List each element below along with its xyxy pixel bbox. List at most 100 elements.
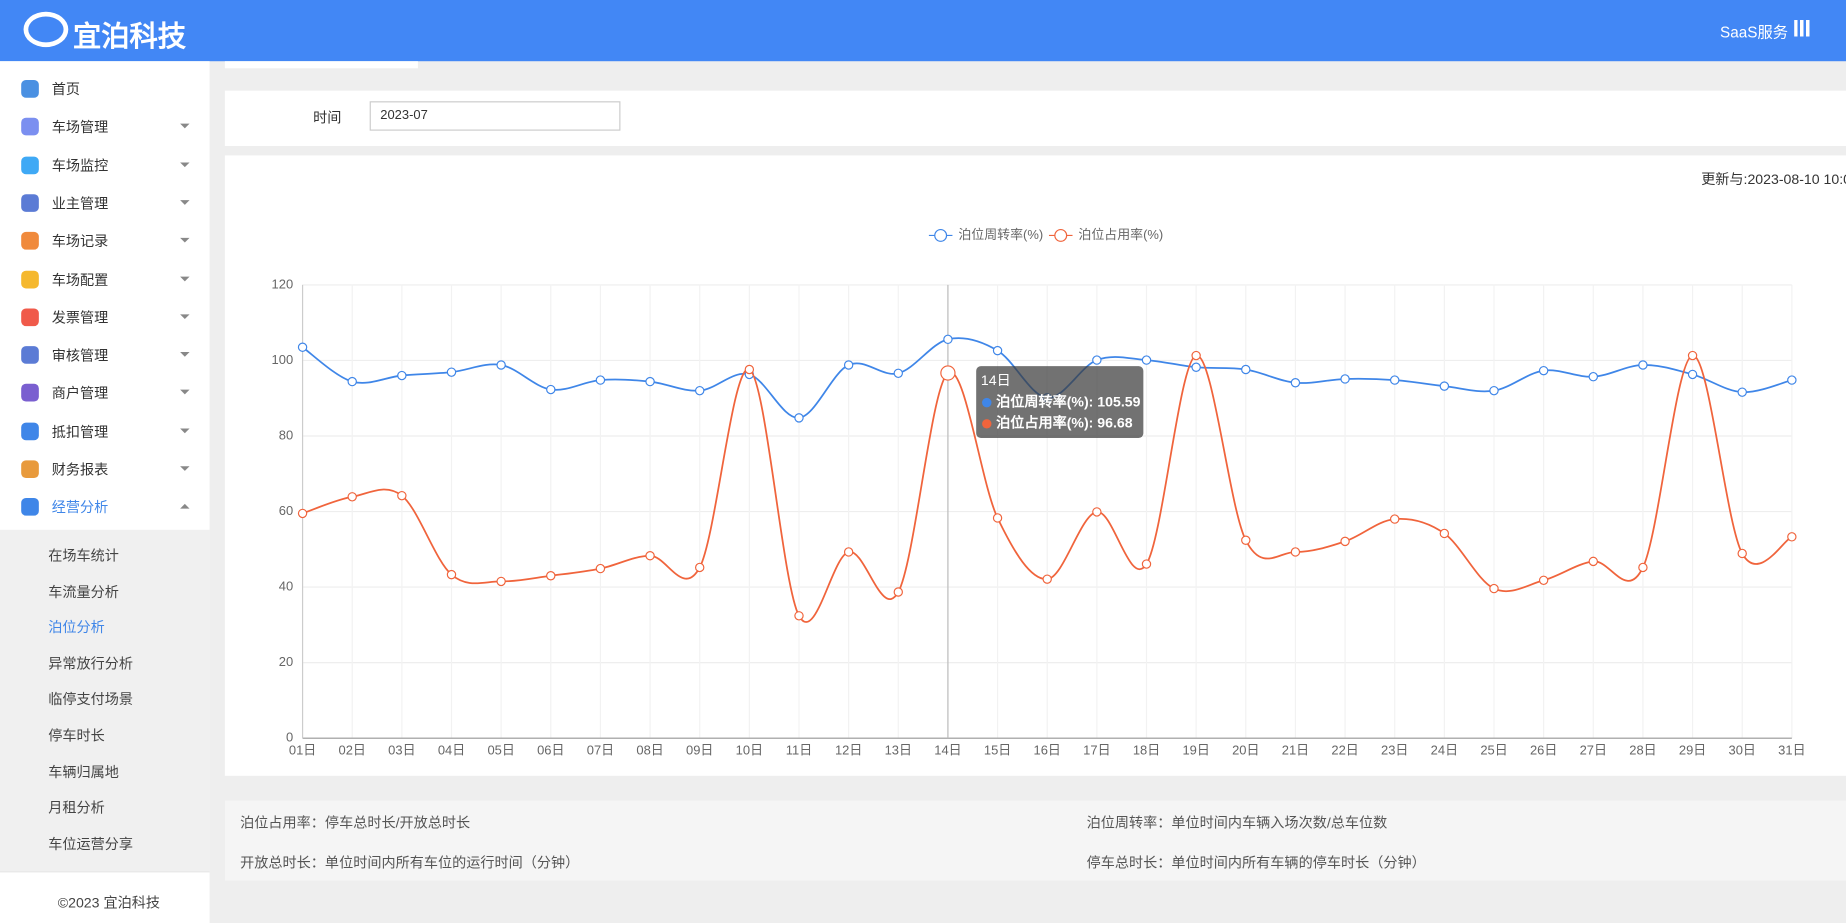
data-point: [1439, 528, 1450, 539]
menu-icon: [21, 270, 39, 288]
data-point: [1042, 574, 1052, 584]
data-point: [1290, 547, 1301, 557]
note: 泊位周转率：单位时间内车辆入场次数/总车位数: [1086, 814, 1388, 832]
menu-arrow: [180, 352, 190, 357]
data-point: [1787, 532, 1797, 542]
menu-icon: [21, 498, 39, 517]
data-point: [1588, 371, 1598, 382]
x-tick-label: 23日: [1381, 743, 1408, 758]
menu-item[interactable]: 车场配置: [51, 271, 109, 288]
note: 开放总时长：单位时间内所有车位的运行时间（分钟）: [240, 854, 580, 872]
submenu-item[interactable]: 车辆归属地: [48, 763, 119, 781]
submenu-item[interactable]: 泊位分析: [48, 619, 105, 636]
x-tick-label: 19日: [1182, 743, 1209, 758]
menu-icon: [21, 346, 39, 364]
data-point: [496, 576, 506, 587]
data-point: [1290, 378, 1301, 388]
data-point: [1439, 381, 1450, 391]
data-point: [496, 360, 506, 370]
apps-icon[interactable]: [1794, 20, 1811, 37]
menu-arrow: [180, 123, 190, 129]
data-point: [893, 368, 903, 379]
data-point: [297, 508, 308, 519]
menu-arrow: [180, 428, 190, 433]
menu-item[interactable]: 车场管理: [51, 119, 109, 136]
notes-panel: 泊位占用率：停车总时长/开放总时长 泊位周转率：单位时间内车辆入场次数/总车位数…: [224, 800, 1846, 881]
menu-item[interactable]: 发票管理: [51, 309, 109, 326]
data-point: [595, 375, 606, 385]
submenu-item[interactable]: 停车时长: [48, 727, 105, 745]
logo: [23, 11, 69, 48]
data-point: [1538, 365, 1549, 376]
brand: 宜泊科技: [72, 21, 187, 53]
y-tick-label: 0: [286, 730, 293, 745]
data-point: [794, 413, 804, 423]
menu-item[interactable]: 抵扣管理: [51, 423, 109, 440]
y-tick-label: 100: [272, 352, 294, 367]
data-point: [1538, 575, 1549, 585]
menu-icon: [21, 156, 39, 174]
x-tick-label: 05日: [487, 743, 514, 758]
y-tick-label: 60: [279, 503, 293, 518]
menu-item[interactable]: 财务报表: [51, 461, 109, 478]
data-point: [794, 611, 804, 621]
menu-item[interactable]: 业主管理: [51, 195, 109, 212]
x-tick-label: 25日: [1480, 743, 1507, 758]
x-tick-label: 30日: [1729, 743, 1756, 758]
submenu-item[interactable]: 月租分析: [48, 799, 105, 817]
submenu-item[interactable]: 临停支付场景: [48, 691, 134, 709]
data-point: [446, 367, 457, 377]
tooltip-dot: [982, 419, 992, 429]
data-point: [1191, 362, 1201, 372]
data-point: [992, 345, 1003, 356]
submenu: 在场车统计车流量分析泊位分析异常放行分析 临停支付场景 停车时长车辆归属地月租分析车…: [0, 529, 210, 872]
x-tick-label: 17日: [1083, 743, 1110, 758]
submenu-item[interactable]: 在场车统计: [48, 547, 119, 564]
menu-item[interactable]: 车场监控: [51, 157, 109, 174]
data-point: [595, 563, 606, 574]
submenu-item[interactable]: 车位运营分享: [48, 835, 134, 853]
tab-strip: [224, 61, 418, 69]
header: 宜泊科技 SaaS服务: [0, 0, 1846, 62]
tooltip-box: [976, 366, 1144, 438]
menu-arrow: [180, 276, 190, 281]
x-tick-label: 11日: [786, 743, 812, 758]
month-input[interactable]: 2023-07: [369, 101, 621, 131]
service-link[interactable]: SaaS服务: [1720, 23, 1789, 42]
x-tick-label: 10日: [736, 743, 763, 758]
menu-item[interactable]: 商户管理: [51, 385, 109, 402]
data-point: [297, 342, 308, 352]
data-point: [1340, 374, 1350, 384]
submenu-item[interactable]: 异常放行分析: [48, 655, 134, 672]
x-tick-label: 04日: [438, 743, 465, 758]
submenu-item[interactable]: 车流量分析: [48, 583, 119, 600]
filter-label: 时间: [313, 109, 342, 126]
menu-icon: [21, 80, 39, 98]
data-point: [1489, 385, 1499, 396]
menu-item[interactable]: 首页: [51, 81, 81, 98]
menu-item[interactable]: 经营分析: [51, 499, 109, 517]
chart: 更新与:2023-08-10 10:00 0 20 40 60 80 100 120 01日 0…: [272, 171, 1846, 758]
data-point: [843, 547, 854, 557]
data-point: [1638, 360, 1648, 370]
data-point: [1092, 507, 1102, 517]
menu-icon: [21, 232, 39, 250]
menu-item[interactable]: 车场记录: [51, 233, 109, 250]
x-tick-label: 02日: [339, 743, 366, 758]
tooltip-row: 泊位周转率(%): 105.59: [996, 393, 1140, 409]
menu-icon: [21, 422, 39, 440]
menu-icon: [21, 308, 39, 326]
data-point: [397, 490, 407, 501]
x-tick-label: 06日: [537, 743, 564, 758]
menu-arrow: [180, 466, 190, 471]
data-point: [1737, 548, 1747, 559]
x-tick-label: 18日: [1133, 743, 1160, 758]
x-tick-label: 14日: [934, 743, 961, 758]
menu-item[interactable]: 审核管理: [51, 347, 109, 364]
data-point: [943, 334, 953, 345]
menu-arrow: [180, 314, 190, 319]
data-point: [1737, 387, 1747, 397]
data-point: [1588, 556, 1598, 567]
